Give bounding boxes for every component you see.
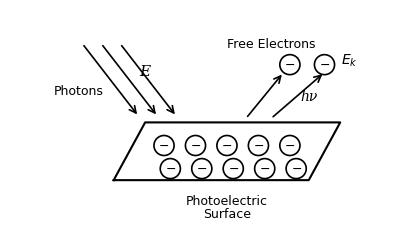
- Text: $-$: $-$: [196, 162, 207, 175]
- Text: $-$: $-$: [190, 139, 200, 152]
- Text: $-$: $-$: [284, 58, 295, 71]
- Text: Free Electrons: Free Electrons: [226, 38, 314, 51]
- Ellipse shape: [216, 136, 237, 156]
- Ellipse shape: [248, 136, 268, 156]
- Polygon shape: [113, 122, 339, 180]
- Text: $-$: $-$: [227, 162, 238, 175]
- Text: $-$: $-$: [221, 139, 232, 152]
- Ellipse shape: [254, 158, 274, 178]
- Ellipse shape: [223, 158, 243, 178]
- Ellipse shape: [191, 158, 211, 178]
- Text: $-$: $-$: [164, 162, 175, 175]
- Ellipse shape: [279, 55, 299, 75]
- Text: Photons: Photons: [54, 85, 104, 98]
- Text: $-$: $-$: [290, 162, 301, 175]
- Text: hν: hν: [299, 90, 317, 104]
- Text: $E_k$: $E_k$: [341, 52, 357, 69]
- Ellipse shape: [185, 136, 205, 156]
- Ellipse shape: [279, 136, 299, 156]
- Text: $-$: $-$: [258, 162, 270, 175]
- Text: $-$: $-$: [284, 139, 295, 152]
- Text: Photoelectric: Photoelectric: [185, 195, 267, 208]
- Ellipse shape: [153, 136, 174, 156]
- Ellipse shape: [286, 158, 305, 178]
- Text: $-$: $-$: [158, 139, 169, 152]
- Text: E: E: [139, 65, 150, 79]
- Ellipse shape: [313, 55, 334, 75]
- Text: $-$: $-$: [252, 139, 263, 152]
- Ellipse shape: [160, 158, 180, 178]
- Text: Surface: Surface: [202, 208, 250, 221]
- Text: $-$: $-$: [318, 58, 329, 71]
